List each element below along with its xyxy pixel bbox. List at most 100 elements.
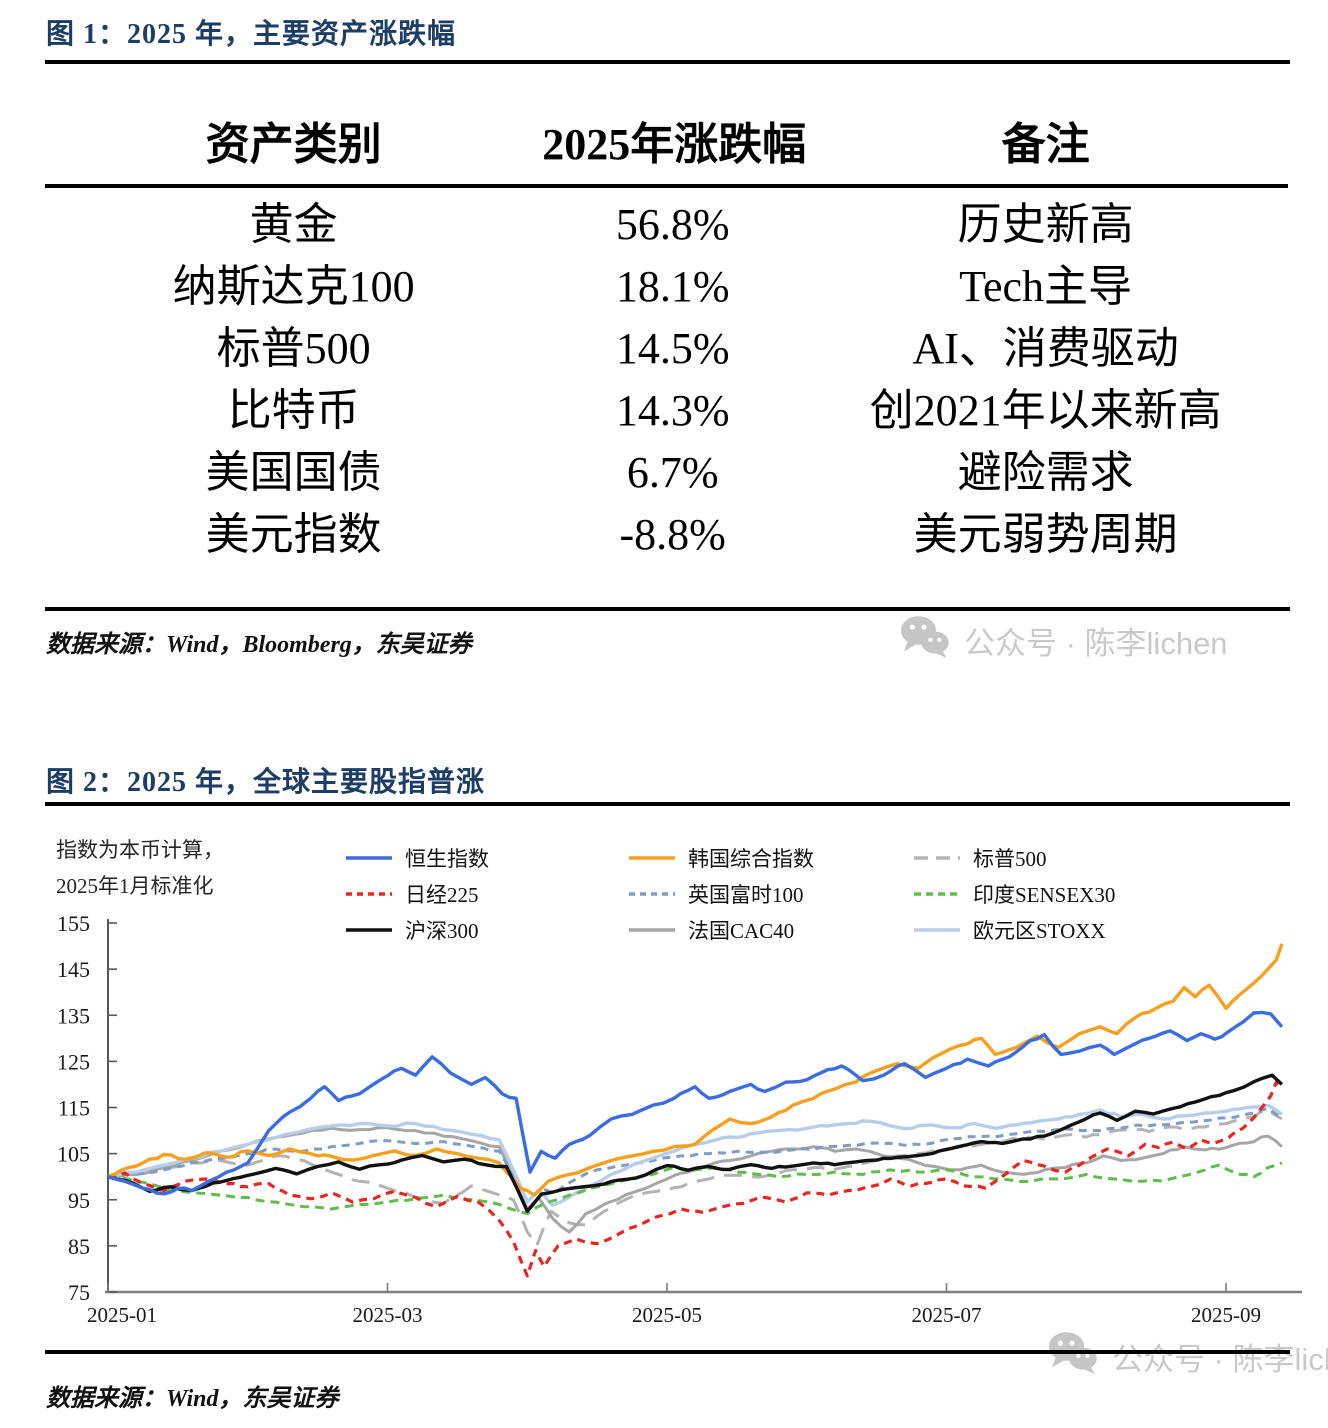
legend-item: 沪深300 <box>345 912 489 948</box>
table-cell: 标普500 <box>216 324 371 373</box>
table-cell: 14.5% <box>615 324 730 373</box>
divider-top-figure1 <box>45 60 1290 64</box>
table-cell: AI、消费驱动 <box>912 324 1179 373</box>
table-header-cell: 备注 <box>1001 120 1090 169</box>
table-cell: 避险需求 <box>957 448 1134 497</box>
legend-item: 标普500 <box>913 840 1115 876</box>
legend-swatch <box>629 892 675 896</box>
series-line-沪深300 <box>107 1073 1284 1213</box>
y-axis-tick-label: 145 <box>57 957 90 982</box>
legend-label: 沪深300 <box>405 919 479 943</box>
chart-note-line2: 2025年1月标准化 <box>56 874 214 898</box>
table-cell: 美元弱势周期 <box>913 510 1178 559</box>
table-header-cell: 资产类别 <box>205 120 382 169</box>
legend-column-3: 标普500 印度SENSEX30 欧元区STOXX <box>913 840 1115 948</box>
legend-item: 韩国综合指数 <box>628 840 814 876</box>
divider-bottom-figure1 <box>45 607 1290 611</box>
y-axis-tick-label: 155 <box>57 911 90 936</box>
y-axis-tick-label: 75 <box>68 1280 90 1305</box>
y-axis-tick-label: 125 <box>57 1049 90 1074</box>
table-cell: 56.8% <box>615 200 730 249</box>
wechat-watermark: 公众号 · 陈李lichen <box>1046 1330 1328 1382</box>
watermark-text: 公众号 · 陈李lichen <box>1112 1341 1328 1377</box>
figure1-title: 图 1：2025 年，主要资产涨跌幅 <box>46 19 457 50</box>
table-row: 黄金 56.8% 历史新高 <box>45 194 1288 256</box>
table-row: 比特币 14.3% 创2021年以来新高 <box>45 380 1288 442</box>
legend-label: 日经225 <box>405 883 479 907</box>
legend-item: 印度SENSEX30 <box>913 876 1115 912</box>
table-cell: 美元指数 <box>205 510 382 559</box>
x-axis-tick-label: 2025-07 <box>912 1303 982 1327</box>
legend-item: 恒生指数 <box>345 840 489 876</box>
figure2-source: 数据来源：Wind，东吴证券 <box>46 1386 339 1412</box>
legend-swatch <box>629 856 675 860</box>
legend-swatch <box>346 856 392 860</box>
legend-item: 英国富时100 <box>628 876 814 912</box>
legend-swatch <box>346 892 392 896</box>
legend-swatch <box>346 928 392 932</box>
legend-swatch <box>914 928 960 932</box>
legend-item: 欧元区STOXX <box>913 912 1115 948</box>
y-axis-tick-label: 95 <box>68 1188 90 1213</box>
series-line-标普500 <box>107 1108 1283 1247</box>
legend-column-2: 韩国综合指数 英国富时100 法国CAC40 <box>628 840 814 948</box>
x-axis-tick-label: 2025-01 <box>87 1303 157 1327</box>
series-line-恒生指数 <box>107 1010 1284 1196</box>
legend-swatch <box>629 928 675 932</box>
y-axis-tick-label: 115 <box>58 1096 90 1121</box>
global-indices-chart: 指数为本币计算， 2025年1月标准化 恒生指数日经225 沪深300 韩国综合指… <box>0 818 1328 1350</box>
legend-label: 欧元区STOXX <box>973 919 1106 943</box>
x-axis-tick-label: 2025-09 <box>1191 1303 1261 1327</box>
table-cell: -8.8% <box>619 510 726 559</box>
legend-label: 韩国综合指数 <box>688 847 814 871</box>
y-axis-tick-label: 135 <box>57 1003 90 1028</box>
table-row: 美国国债 6.7% 避险需求 <box>45 442 1288 504</box>
x-axis-tick-label: 2025-05 <box>632 1303 702 1327</box>
divider-bottom-figure2 <box>45 1350 1290 1354</box>
asset-returns-table: 资产类别 2025年涨跌幅 备注 黄金 56.8% 历史新高 纳斯达克100 18.1% Te… <box>45 108 1288 566</box>
legend-label: 法国CAC40 <box>688 919 795 943</box>
table-body: 黄金 56.8% 历史新高 纳斯达克100 18.1% Tech主导 标普500 14.5% A… <box>45 194 1288 566</box>
table-row: 标普500 14.5% AI、消费驱动 <box>45 318 1288 380</box>
table-cell: 黄金 <box>249 200 338 249</box>
legend-label: 英国富时100 <box>688 883 804 907</box>
divider-top-figure2 <box>45 802 1290 806</box>
series-line-欧元区STOXX <box>107 1103 1283 1207</box>
table-cell: 18.1% <box>615 262 730 311</box>
legend-item: 日经225 <box>345 876 489 912</box>
legend-swatch <box>914 856 960 860</box>
series-line-日经225 <box>107 1080 1284 1278</box>
figure1-source: 数据来源：Wind，Bloomberg，东吴证券 <box>46 632 472 658</box>
watermark-text: 公众号 · 陈李lichen <box>964 625 1228 661</box>
chart-note-line1: 指数为本币计算， <box>56 838 224 862</box>
table-cell: 14.3% <box>615 386 730 435</box>
series-line-韩国综合指数 <box>107 943 1284 1197</box>
line-chart-plot: 75 85 95 105 115 125 135 145 155 2025-01 2025-03 20… <box>57 911 1302 1327</box>
legend-label: 标普500 <box>973 847 1047 871</box>
chart-note: 指数为本币计算， 2025年1月标准化 <box>56 832 224 904</box>
table-cell: Tech主导 <box>959 262 1133 311</box>
y-axis-tick-label: 85 <box>68 1234 90 1259</box>
y-axis-tick-label: 105 <box>57 1142 90 1167</box>
x-axis-tick-label: 2025-03 <box>353 1303 423 1327</box>
series-line-法国CAC40 <box>107 1126 1283 1234</box>
wechat-icon <box>1046 1330 1098 1382</box>
series-line-英国富时100 <box>108 1106 1283 1203</box>
table-header-divider <box>45 184 1288 188</box>
table-cell: 创2021年以来新高 <box>869 386 1222 435</box>
table-header-row: 资产类别 2025年涨跌幅 备注 <box>45 108 1288 182</box>
table-header-cell: 2025年涨跌幅 <box>542 120 807 169</box>
table-row: 纳斯达克100 18.1% Tech主导 <box>45 256 1288 318</box>
table-cell: 6.7% <box>626 448 719 497</box>
table-cell: 纳斯达克100 <box>172 262 415 311</box>
wechat-icon <box>898 614 950 666</box>
table-cell: 美国国债 <box>205 448 382 497</box>
legend-label: 印度SENSEX30 <box>973 883 1116 907</box>
legend-column-1: 恒生指数日经225 沪深300 <box>345 840 489 948</box>
table-row: 美元指数 -8.8% 美元弱势周期 <box>45 504 1288 566</box>
legend-label: 恒生指数 <box>405 847 489 871</box>
table-cell: 比特币 <box>227 386 360 435</box>
wechat-watermark: 公众号 · 陈李lichen <box>898 614 1228 666</box>
legend-swatch <box>914 892 960 896</box>
